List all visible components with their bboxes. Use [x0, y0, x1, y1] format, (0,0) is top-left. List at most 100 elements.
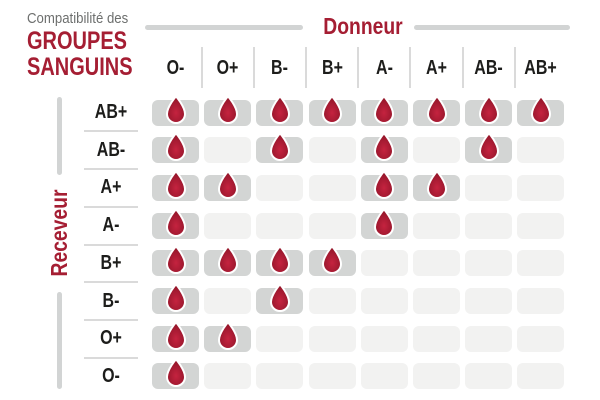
column-header-B-: B- — [271, 57, 289, 79]
column-divider — [252, 47, 255, 88]
row-divider — [84, 318, 138, 321]
blood-drop-icon — [374, 94, 395, 124]
row-header-B-: B- — [102, 289, 120, 312]
matrix-cell-A+-from-AB- — [465, 174, 513, 201]
matrix-cell-O--from-A- — [360, 363, 408, 390]
matrix-cell-O+-from-A+ — [413, 325, 460, 352]
blood-drop-icon — [269, 94, 290, 124]
matrix-cell-B+-from-A+ — [413, 250, 460, 277]
matrix-cell-O+-from-A- — [360, 325, 408, 352]
matrix-cell-AB--from-A+ — [413, 137, 460, 164]
blood-drop-icon — [478, 132, 499, 162]
matrix-cell-AB--from-AB+ — [517, 137, 565, 164]
row-divider — [84, 243, 138, 246]
row-header-O-: O- — [102, 364, 120, 387]
matrix-cell-A--from-AB- — [465, 212, 513, 239]
matrix-cell-B--from-AB+ — [517, 288, 565, 314]
row-header-AB-: AB- — [96, 138, 126, 161]
matrix-cell-AB--from-O+ — [204, 137, 252, 164]
column-divider — [200, 47, 203, 88]
row-header-B+: B+ — [100, 251, 122, 274]
column-header-O+: O+ — [216, 57, 239, 79]
receiver-rule-top — [56, 97, 62, 175]
column-divider — [305, 47, 307, 88]
column-header-AB-: AB- — [474, 57, 503, 79]
blood-drop-icon — [217, 94, 238, 124]
column-header-A-: A- — [375, 57, 393, 79]
row-header-AB+: AB+ — [94, 101, 128, 123]
receiver-rule-bottom — [56, 292, 62, 389]
matrix-cell-O+-from-B+ — [308, 325, 356, 352]
matrix-cell-B--from-A+ — [413, 288, 460, 314]
column-header-O-: O- — [166, 57, 185, 79]
matrix-cell-A--from-A+ — [413, 212, 460, 239]
blood-drop-icon — [530, 94, 551, 124]
matrix-cell-A--from-B- — [256, 212, 304, 239]
title-eyebrow: Compatibilité des — [27, 10, 129, 27]
matrix-cell-B--from-B+ — [308, 288, 356, 314]
row-header-A-: A- — [102, 214, 120, 237]
blood-drop-icon — [426, 94, 447, 124]
column-header-AB+: AB+ — [524, 57, 558, 79]
matrix-cell-O--from-AB+ — [517, 363, 565, 390]
title-line1: GROUPES — [27, 27, 128, 55]
blood-drop-icon — [322, 245, 343, 275]
column-header-B+: B+ — [321, 57, 343, 79]
column-divider — [409, 47, 412, 88]
donor-rule-right — [414, 25, 570, 30]
matrix-cell-A--from-AB+ — [517, 212, 565, 239]
matrix-cell-O--from-AB- — [465, 363, 513, 390]
matrix-cell-B+-from-AB+ — [517, 250, 565, 277]
blood-drop-icon — [374, 170, 395, 199]
blood-drop-icon — [165, 283, 186, 312]
matrix-cell-O+-from-AB+ — [517, 325, 565, 352]
blood-drop-icon — [165, 94, 186, 124]
matrix-cell-B--from-A- — [360, 288, 408, 314]
row-header-O+: O+ — [100, 327, 122, 350]
donor-rule-left — [145, 25, 303, 30]
matrix-cell-O--from-B+ — [308, 363, 356, 390]
matrix-cell-B+-from-A- — [360, 250, 408, 277]
blood-drop-icon — [478, 94, 499, 124]
matrix-cell-AB--from-B+ — [308, 137, 356, 164]
blood-drop-icon — [165, 170, 186, 199]
blood-drop-icon — [165, 245, 186, 275]
matrix-cell-A+-from-B- — [256, 174, 304, 201]
blood-drop-icon — [217, 320, 238, 350]
column-divider — [513, 47, 516, 88]
row-divider — [84, 168, 138, 171]
matrix-cell-O+-from-B- — [256, 325, 304, 352]
blood-drop-icon — [165, 358, 186, 388]
row-header-A+: A+ — [100, 176, 122, 199]
blood-drop-icon — [217, 170, 238, 199]
matrix-cell-O--from-A+ — [413, 363, 460, 390]
blood-drop-icon — [322, 94, 343, 124]
row-divider — [84, 281, 138, 284]
matrix-cell-B--from-O+ — [204, 288, 252, 314]
matrix-cell-B+-from-AB- — [465, 250, 513, 277]
row-divider — [84, 205, 138, 208]
matrix-cell-O+-from-AB- — [465, 325, 513, 352]
blood-drop-icon — [426, 170, 447, 199]
blood-drop-icon — [165, 132, 186, 162]
matrix-cell-A+-from-AB+ — [517, 174, 565, 201]
blood-drop-icon — [269, 132, 290, 162]
matrix-cell-O--from-B- — [256, 363, 304, 390]
matrix-cell-A+-from-B+ — [308, 174, 356, 201]
matrix-cell-O--from-O+ — [204, 363, 252, 390]
matrix-cell-A--from-O+ — [204, 212, 252, 239]
title-line2: SANGUINS — [27, 53, 133, 81]
blood-drop-icon — [217, 245, 238, 275]
blood-drop-icon — [165, 320, 186, 350]
row-divider — [84, 130, 138, 133]
blood-drop-icon — [374, 207, 395, 237]
row-divider — [84, 356, 138, 359]
column-header-A+: A+ — [426, 57, 447, 79]
column-divider — [461, 47, 464, 88]
matrix-cell-A--from-B+ — [308, 212, 356, 239]
blood-drop-icon — [269, 283, 290, 312]
donor-axis-label: Donneur — [323, 13, 403, 39]
title-block: Compatibilité des GROUPES SANGUINS — [27, 10, 159, 80]
blood-drop-icon — [269, 245, 290, 275]
